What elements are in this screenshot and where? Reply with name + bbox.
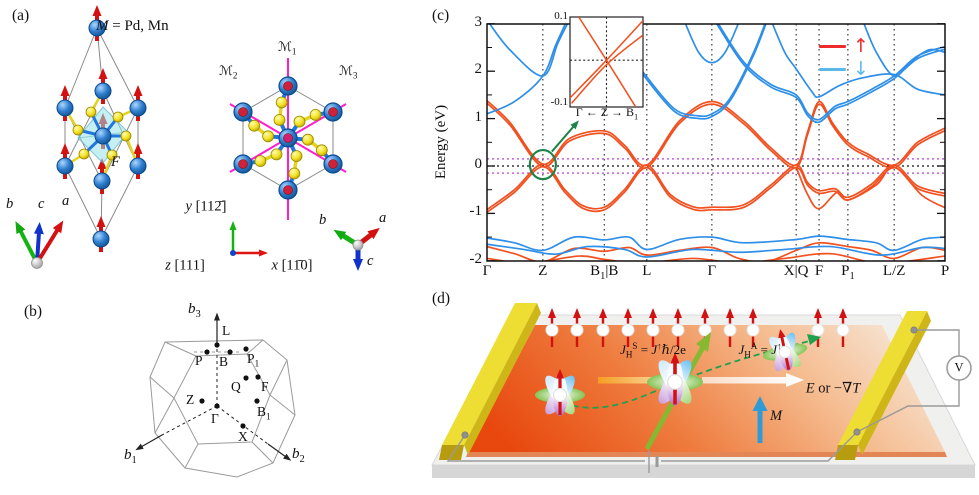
circuit-wiring: [446, 329, 960, 473]
bz-axis-b3: b3: [188, 301, 201, 320]
fluorine-atoms: [72, 106, 132, 161]
band-structure-plot: [486, 16, 946, 262]
bz-axis-b1: b1: [124, 447, 137, 466]
device-graphic: [431, 303, 976, 478]
bz-axis-b2: b2: [292, 446, 305, 465]
brillouin-zone-graphic: [135, 312, 296, 478]
field-arrow: [702, 373, 804, 387]
y-tick: 0: [474, 156, 483, 172]
out-of-plane-spins: [238, 81, 338, 195]
y-tick: -2: [469, 250, 483, 267]
crystal-structure-graphic: [15, 5, 380, 271]
panel-c-label: (c): [432, 7, 450, 24]
k-gridlines: [487, 24, 945, 261]
legend-up-line: [819, 45, 846, 49]
cartesian-axes: [229, 221, 268, 257]
mirror-plane-label-1: ℳ1: [278, 39, 297, 57]
panel-c-band-structure: (c) Energy (eV) 3 2 1 0 -1 -2 Γ Z B1|B L Γ X|Q F P1 L…: [420, 0, 979, 285]
legend-down-line: [819, 68, 846, 72]
k-point-label: L/Z: [882, 263, 906, 279]
axis-a2-label: a: [379, 210, 387, 226]
axis-c-label: c: [38, 196, 45, 212]
legend-down-arrow: ↓: [853, 58, 869, 80]
contact-dots: [461, 326, 918, 439]
k-point-label: Γ: [482, 263, 492, 279]
axis-z-label: z [111]: [165, 257, 205, 274]
bz-point-F: F: [261, 379, 269, 394]
axis-b2-label: b: [319, 212, 327, 228]
panel-b-label: (b): [24, 303, 43, 320]
k-point-label: F: [814, 263, 824, 279]
spin-hall-current-equation: JHS = J↑ℏ/2e: [620, 340, 686, 360]
bz-point-X: X: [238, 429, 248, 444]
fluorine-label: F: [111, 154, 120, 170]
bz-point-Q: Q: [231, 379, 241, 394]
fluorine-atoms-top: [248, 96, 328, 180]
y-tick: 2: [474, 61, 483, 78]
mirror-plane-label-2: ℳ2: [219, 63, 238, 81]
voltmeter-label: V: [954, 360, 964, 375]
surface-spin-row: [545, 308, 850, 347]
axis-c2-label: c: [367, 253, 374, 269]
panel-a-crystal-structure: (a) M = Pd, Mn ℳ1 ℳ2 ℳ3 F b c a y [112̄]…: [0, 0, 420, 290]
bz-point-Z: Z: [186, 392, 195, 407]
plot-overlays: [486, 16, 946, 262]
inset-ymin-label: -0.1: [550, 96, 568, 108]
axis-y-label: y [112̄]: [185, 198, 227, 215]
bz-point-L: L: [222, 323, 231, 338]
tilted-spin-arrowhead: [696, 332, 711, 352]
k-point-label: Γ: [707, 263, 717, 279]
bz-point-Gamma: Γ: [211, 411, 219, 426]
compound-formula: M = Pd, Mn: [96, 18, 169, 34]
y-tick: -1: [469, 203, 483, 220]
inset-ymax-label: 0.1: [554, 10, 568, 22]
panel-d-label: (d): [432, 290, 451, 307]
y-tick: 3: [474, 13, 483, 30]
k-point-label: Z: [538, 263, 548, 279]
left-electrode: [439, 303, 541, 460]
anomalous-hall-current-equation: JHA = J↑: [738, 340, 782, 360]
magnetization-label: M: [770, 408, 783, 424]
axis-x-label: x [11̄0]: [271, 257, 313, 274]
bz-wireframe: [149, 339, 296, 478]
bz-point-P: P: [195, 353, 203, 368]
mirror-plane-label-3: ℳ3: [339, 63, 358, 81]
k-point-label: L: [642, 263, 652, 279]
panel-b-brillouin-zone: (b) b3 L P B P1 Q F Z Γ B1 X b1 b2: [0, 290, 420, 495]
driving-field-label: E or −∇T: [805, 380, 861, 397]
axis-b-label: b: [6, 196, 14, 212]
magnetic-sample: [466, 325, 947, 457]
bz-point-B1: B1: [257, 404, 271, 423]
lattice-axes-right: [333, 227, 380, 271]
k-point-label: B1|B: [590, 263, 619, 282]
magnetization-arrow: [752, 396, 768, 443]
y-tick: 1: [474, 108, 483, 125]
bz-points: [199, 342, 261, 429]
voltmeter-circle: [946, 355, 972, 381]
bz-point-P1: P1: [247, 351, 260, 370]
legend-up-arrow: ↑: [853, 35, 869, 57]
hexagonal-top-view: [229, 58, 347, 220]
lattice-axes-left: [15, 220, 64, 269]
k-point-label: P: [940, 263, 950, 279]
k-point-label: P1: [841, 263, 855, 282]
trajectory-arrowhead: [807, 334, 821, 345]
band-curves: [487, 24, 945, 261]
inset-kpath-label: Γ ← Z → B1: [575, 104, 639, 122]
k-point-label: X|Q: [783, 263, 809, 279]
metal-atoms: [56, 19, 147, 248]
bz-point-B: B: [219, 354, 229, 369]
axis-a-label: a: [62, 193, 70, 209]
panel-a-label: (a): [12, 7, 30, 24]
panel-d-device-schematic: (d) JHS = J↑ℏ/2e JHA = J↑ E or −∇T M V: [420, 285, 979, 495]
